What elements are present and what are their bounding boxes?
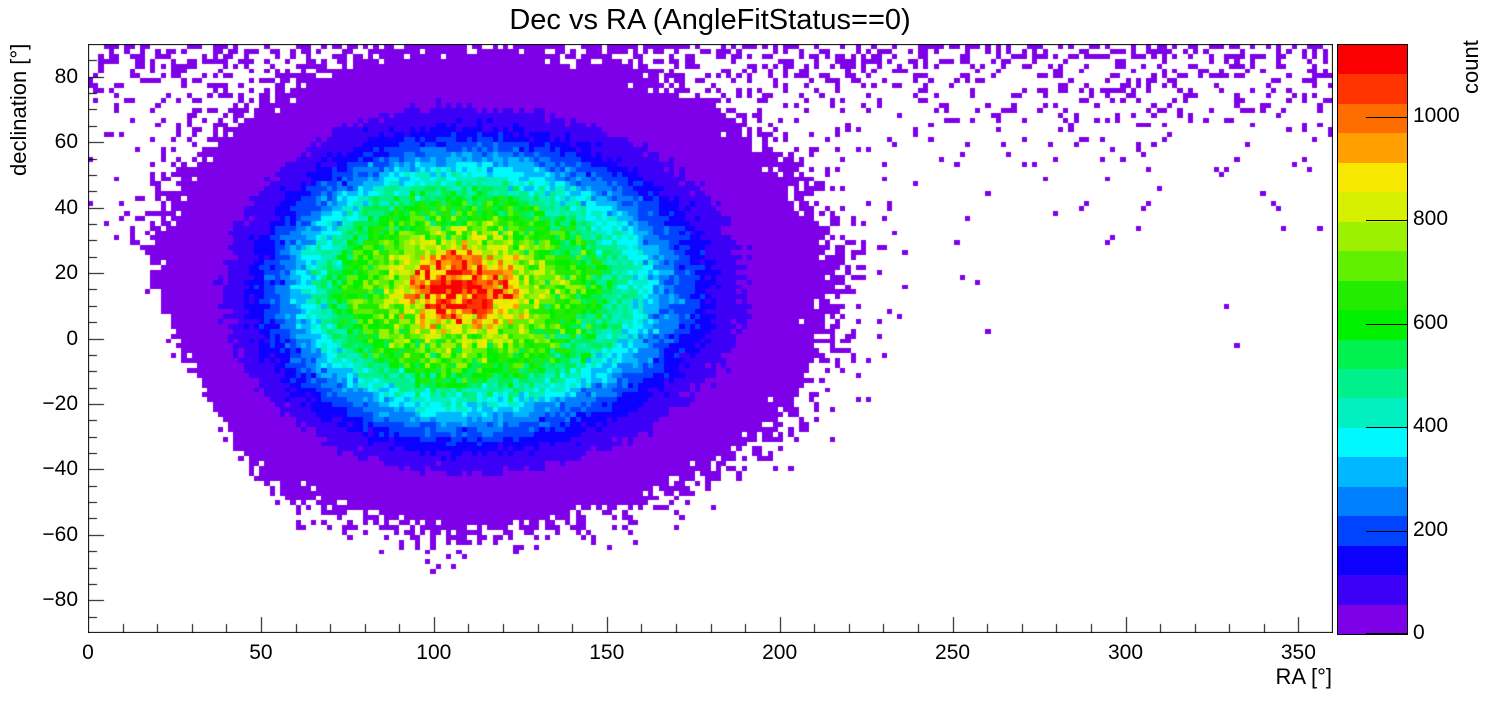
- colorbar-band: [1338, 281, 1407, 310]
- y-tick-label: 0: [66, 326, 78, 350]
- colorbar-tick: [1366, 324, 1407, 325]
- x-tick-label: 250: [935, 641, 971, 664]
- colorbar-band: [1338, 369, 1407, 398]
- colorbar-band: [1338, 575, 1407, 605]
- colorbar-band: [1338, 457, 1407, 487]
- y-tick-label: −40: [42, 457, 78, 481]
- colorbar-band: [1338, 133, 1407, 163]
- colorbar-tick: [1366, 427, 1407, 428]
- x-tick-label: 200: [762, 641, 798, 664]
- y-tick-label: −80: [42, 588, 78, 612]
- chart-title: Dec vs RA (AngleFitStatus==0): [509, 4, 911, 36]
- colorbar-band: [1338, 192, 1407, 222]
- colorbar-tick-label: 600: [1413, 310, 1449, 334]
- x-tick-label: 0: [82, 641, 94, 664]
- colorbar-band: [1338, 74, 1407, 104]
- colorbar: [1337, 44, 1408, 635]
- colorbar-tick: [1366, 220, 1407, 221]
- y-tick-label: 40: [54, 195, 78, 219]
- colorbar-band: [1338, 605, 1407, 634]
- colorbar-tick-label: 400: [1413, 414, 1449, 438]
- colorbar-tick: [1366, 633, 1407, 634]
- colorbar-tick-label: 0: [1413, 621, 1425, 644]
- colorbar-tick-label: 800: [1413, 207, 1449, 231]
- y-tick-label: 60: [54, 130, 78, 154]
- x-tick-label: 50: [249, 641, 273, 664]
- heatmap-plot-area: [88, 44, 1333, 633]
- x-tick-label: 150: [589, 641, 625, 664]
- colorbar-band: [1338, 428, 1407, 457]
- colorbar-band: [1338, 251, 1407, 281]
- x-axis-title: RA [°]: [1275, 664, 1332, 689]
- colorbar-band: [1338, 340, 1407, 369]
- colorbar-band: [1338, 546, 1407, 575]
- colorbar-band: [1338, 45, 1407, 74]
- y-tick-label: 80: [54, 64, 78, 88]
- colorbar-band: [1338, 222, 1407, 251]
- x-tick-label: 300: [1107, 641, 1144, 664]
- colorbar-tick-label: 200: [1413, 517, 1449, 541]
- colorbar-band: [1338, 104, 1407, 133]
- colorbar-band: [1338, 310, 1407, 340]
- colorbar-band: [1338, 398, 1407, 428]
- colorbar-title: count: [1458, 40, 1483, 94]
- y-tick-label: −20: [42, 391, 78, 415]
- colorbar-tick: [1366, 531, 1407, 532]
- y-tick-label: 20: [54, 261, 78, 285]
- colorbar-tick-label: 1000: [1413, 103, 1460, 127]
- x-tick-label: 100: [416, 641, 452, 664]
- colorbar-band: [1338, 163, 1407, 192]
- colorbar-band: [1338, 487, 1407, 516]
- x-tick-label: 350: [1280, 641, 1316, 664]
- colorbar-tick: [1366, 117, 1407, 118]
- y-tick-label: −60: [42, 522, 78, 546]
